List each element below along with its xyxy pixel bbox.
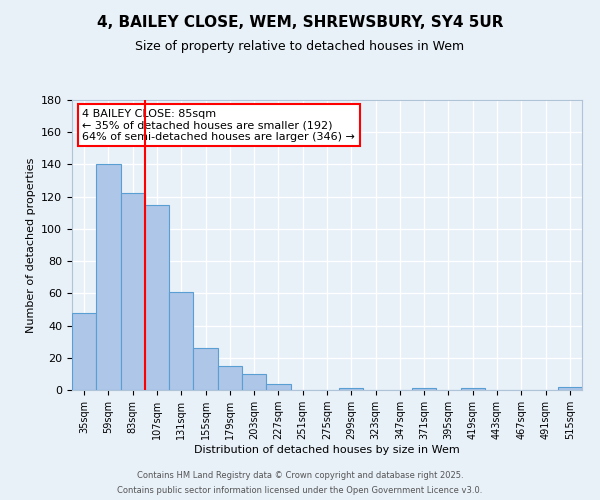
Y-axis label: Number of detached properties: Number of detached properties (26, 158, 35, 332)
Bar (169, 292, 193, 390)
Bar (193, 348, 218, 390)
Bar (96, 164, 121, 390)
Bar (218, 366, 242, 390)
Text: Contains HM Land Registry data © Crown copyright and database right 2025.: Contains HM Land Registry data © Crown c… (137, 471, 463, 480)
Bar (461, 388, 485, 390)
Bar (145, 204, 169, 390)
X-axis label: Distribution of detached houses by size in Wem: Distribution of detached houses by size … (194, 445, 460, 455)
Bar (242, 374, 266, 390)
Bar (266, 384, 290, 390)
Text: 4, BAILEY CLOSE, WEM, SHREWSBURY, SY4 5UR: 4, BAILEY CLOSE, WEM, SHREWSBURY, SY4 5U… (97, 15, 503, 30)
Bar (121, 194, 145, 390)
Text: Size of property relative to detached houses in Wem: Size of property relative to detached ho… (136, 40, 464, 53)
Text: Contains public sector information licensed under the Open Government Licence v3: Contains public sector information licen… (118, 486, 482, 495)
Bar (412, 388, 436, 390)
Bar (339, 388, 364, 390)
Text: 4 BAILEY CLOSE: 85sqm
← 35% of detached houses are smaller (192)
64% of semi-det: 4 BAILEY CLOSE: 85sqm ← 35% of detached … (82, 108, 355, 142)
Bar (72, 312, 96, 390)
Bar (558, 387, 582, 390)
